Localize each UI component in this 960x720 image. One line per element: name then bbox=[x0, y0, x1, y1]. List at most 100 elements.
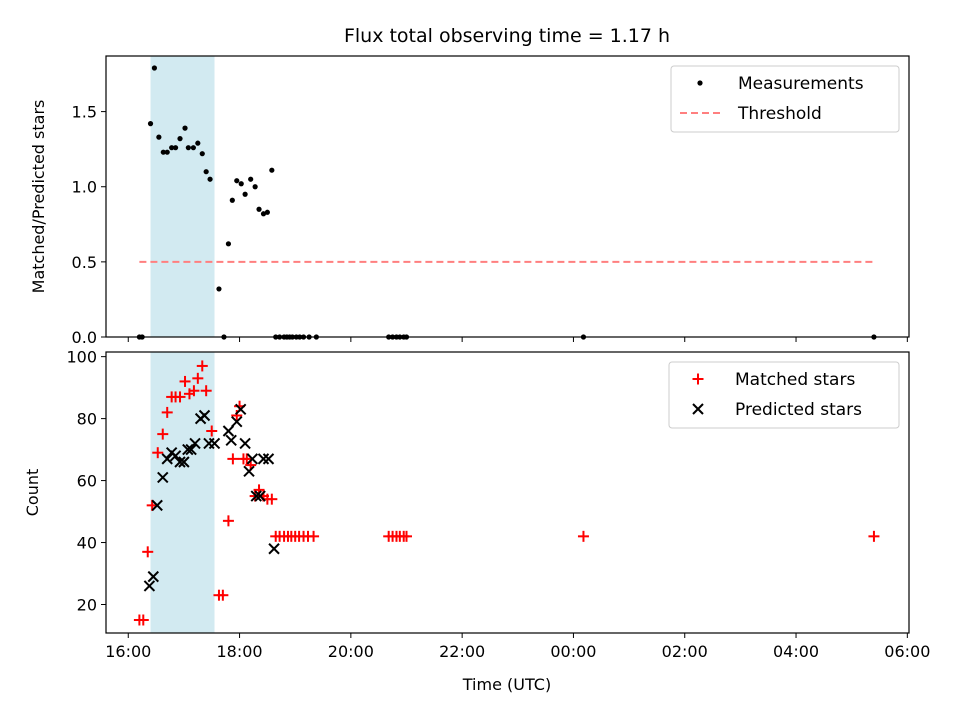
y-tick-label: 80 bbox=[77, 410, 97, 429]
predicted-point bbox=[143, 580, 156, 592]
measurement-point bbox=[234, 178, 240, 184]
chart-title: Flux total observing time = 1.17 h bbox=[344, 25, 670, 47]
x-tick-label: 18:00 bbox=[217, 642, 263, 661]
x-tick-label: 02:00 bbox=[662, 642, 708, 661]
x-stroke-2 bbox=[169, 450, 182, 462]
legend-matched-label: Matched stars bbox=[735, 370, 855, 390]
measurement-point bbox=[242, 191, 248, 197]
measurement-point bbox=[151, 65, 158, 71]
matched-point bbox=[188, 385, 200, 397]
measurement-point bbox=[160, 149, 166, 155]
legend-plus-glyph bbox=[692, 373, 704, 385]
top-y-axis: 0.0 0.5 1.0 1.5 bbox=[72, 103, 106, 347]
measurement-point bbox=[169, 145, 175, 151]
x-stroke-2 bbox=[198, 409, 211, 422]
x-stroke-2 bbox=[143, 580, 156, 592]
predicted-point bbox=[243, 465, 255, 477]
legend-matched-marker bbox=[692, 373, 704, 385]
x-stroke-2 bbox=[174, 456, 186, 468]
measurement-point bbox=[190, 145, 196, 151]
predicted-point bbox=[222, 425, 235, 437]
shaded-span bbox=[150, 56, 215, 337]
shaded-span bbox=[150, 352, 215, 633]
bottom-legend-box bbox=[668, 361, 900, 429]
measurement-point bbox=[216, 286, 222, 292]
matched-point bbox=[206, 425, 218, 437]
predicted-point bbox=[231, 416, 243, 428]
x-stroke-2 bbox=[243, 465, 255, 477]
top-plot: 0.0 0.5 1.0 1.5 Matched/Predicted stars Mea… bbox=[29, 55, 910, 347]
matched-point bbox=[577, 530, 589, 542]
bottom-y-axis-label: Count bbox=[23, 469, 42, 517]
predicted-point bbox=[147, 570, 160, 583]
x-tick-label: 04:00 bbox=[773, 642, 819, 661]
measurement-point bbox=[182, 125, 188, 131]
x-stroke-2 bbox=[161, 453, 173, 465]
x-stroke-2 bbox=[208, 437, 221, 450]
matched-point bbox=[222, 515, 234, 527]
x-tick-label: 00:00 bbox=[550, 642, 596, 661]
measurement-point bbox=[229, 197, 235, 203]
x-stroke-2 bbox=[151, 499, 163, 512]
measurement-point bbox=[260, 211, 267, 217]
predicted-point bbox=[254, 490, 266, 502]
matched-point bbox=[196, 360, 208, 372]
matched-point bbox=[161, 406, 173, 418]
measurement-point bbox=[248, 176, 254, 182]
predicted-point bbox=[178, 456, 190, 468]
top-legend: Measurements Threshold bbox=[670, 65, 900, 133]
x-stroke-2 bbox=[234, 403, 247, 416]
matched-point bbox=[157, 428, 169, 440]
measurement-point bbox=[156, 134, 162, 140]
legend-measurements-label: Measurements bbox=[738, 74, 864, 94]
predicted-point bbox=[257, 453, 270, 465]
y-tick-label: 100 bbox=[66, 348, 97, 367]
predicted-point bbox=[189, 437, 201, 450]
measurement-point bbox=[185, 145, 191, 151]
x-stroke-2 bbox=[178, 456, 190, 468]
legend-predicted-marker bbox=[692, 403, 704, 415]
x-tick-label: 06:00 bbox=[884, 642, 930, 661]
x-stroke-2 bbox=[246, 453, 259, 465]
top-plot-frame bbox=[105, 55, 910, 338]
matched-point bbox=[241, 453, 253, 465]
matched-point bbox=[137, 614, 149, 626]
predicted-point bbox=[151, 499, 163, 512]
x-tick-label: 20:00 bbox=[328, 642, 374, 661]
y-tick-label: 0.5 bbox=[72, 253, 97, 272]
predicted-point bbox=[169, 450, 182, 462]
matched-point bbox=[174, 391, 186, 403]
top-measurements-series bbox=[136, 65, 877, 340]
x-stroke-2 bbox=[250, 490, 262, 502]
top-y-axis-label: Matched/Predicted stars bbox=[29, 100, 48, 294]
top-shaded-span bbox=[150, 56, 215, 337]
matched-stars-series bbox=[133, 360, 880, 626]
x-stroke-2 bbox=[262, 453, 275, 465]
legend-measurements-marker bbox=[697, 80, 703, 86]
bottom-shaded-span bbox=[150, 352, 215, 633]
matched-point bbox=[179, 375, 191, 387]
measurement-point bbox=[203, 169, 209, 175]
predicted-stars-series bbox=[143, 403, 280, 592]
matched-point bbox=[400, 530, 412, 542]
bottom-plot: 20 40 60 80 100 16:00 18:00 20:00 22:00 00:00 02:… bbox=[23, 348, 930, 694]
predicted-point bbox=[250, 490, 262, 502]
x-tick-label: 16:00 bbox=[105, 642, 151, 661]
y-tick-label: 0.0 bbox=[72, 328, 97, 347]
legend-threshold-label: Threshold bbox=[737, 104, 822, 124]
top-x-axis-ticks bbox=[127, 337, 908, 342]
bottom-plot-frame bbox=[105, 351, 910, 634]
x-stroke-2 bbox=[225, 434, 237, 447]
y-tick-label: 1.5 bbox=[72, 103, 97, 122]
matched-point bbox=[231, 410, 243, 422]
bottom-x-axis: 16:00 18:00 20:00 22:00 00:00 02:00 04:00 06:00 bbox=[105, 633, 930, 661]
top-legend-box bbox=[670, 65, 900, 133]
measurement-point bbox=[164, 149, 170, 155]
x-stroke-2 bbox=[268, 543, 280, 555]
x-stroke-2 bbox=[239, 437, 251, 450]
x-stroke-2 bbox=[147, 570, 160, 583]
measurement-point bbox=[199, 151, 205, 157]
x-stroke-2 bbox=[692, 403, 704, 415]
matched-point bbox=[217, 589, 229, 601]
